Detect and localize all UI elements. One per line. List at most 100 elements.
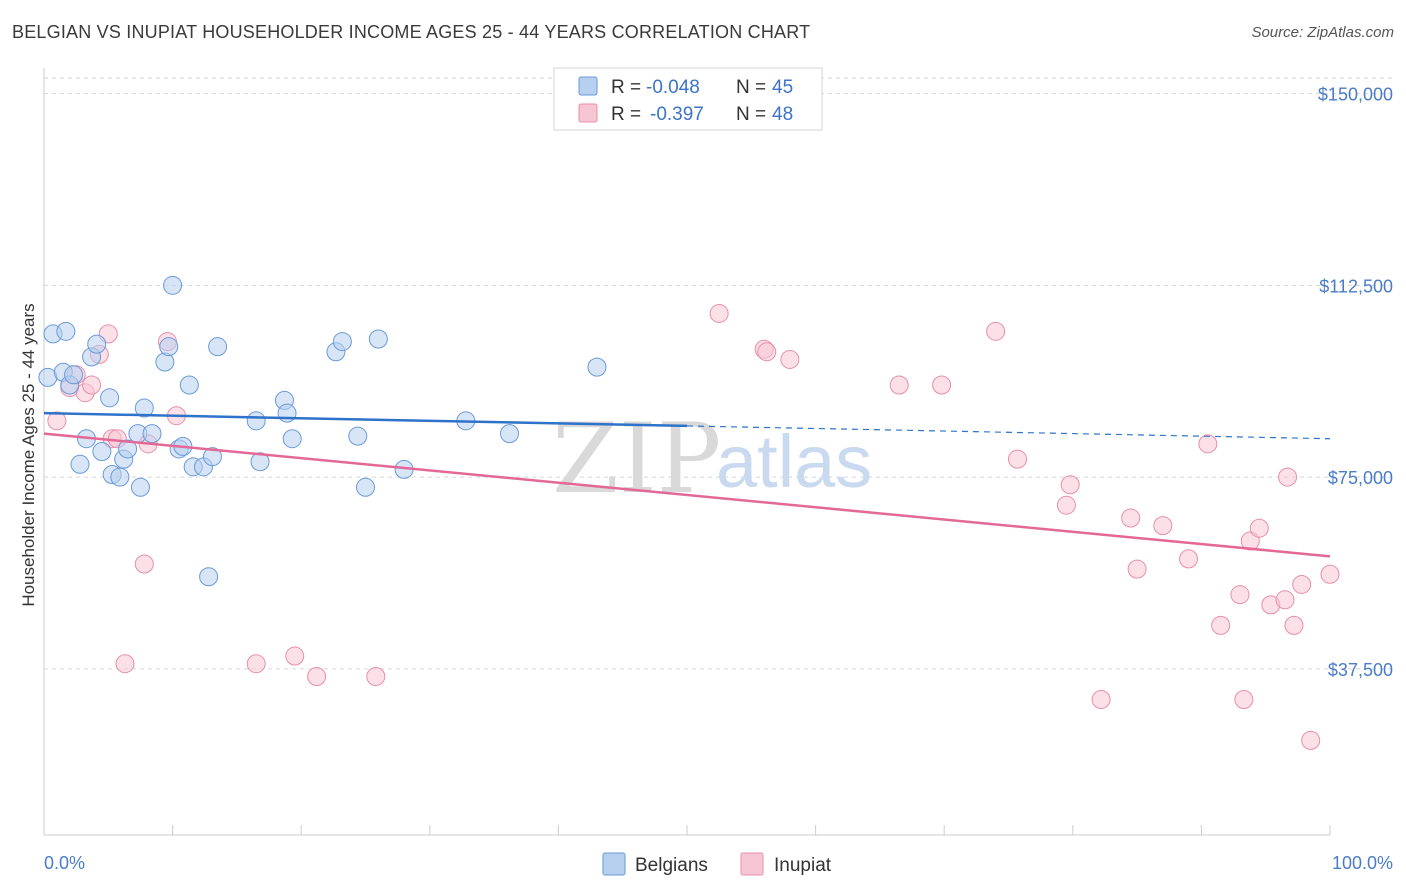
belgians-trend-line xyxy=(43,411,688,428)
inupiat-point xyxy=(757,342,777,362)
belgians-point xyxy=(87,334,107,354)
belgians-trend-extension xyxy=(686,425,1331,440)
correlation-legend: R = -0.048 N = 45 R = -0.397 N = 48 xyxy=(553,67,823,131)
belgians-point xyxy=(202,447,222,467)
legend-swatch-belgians xyxy=(578,76,598,96)
inupiat-point xyxy=(47,411,67,431)
bottom-legend-swatch-belgians xyxy=(602,852,626,876)
series-legend: Belgians Inupiat xyxy=(602,852,832,876)
inupiat-point xyxy=(986,321,1006,341)
legend-r-value-belgians: -0.048 xyxy=(646,77,700,98)
x-tick-label-max: 100.0% xyxy=(1332,853,1393,873)
y-tick-labels: $37,500 $75,000 $112,500 $150,000 xyxy=(1318,85,1393,680)
y-tick-label: $75,000 xyxy=(1328,468,1393,488)
inupiat-point xyxy=(1179,549,1199,569)
inupiat-point xyxy=(307,666,327,686)
y-tick-label: $150,000 xyxy=(1318,85,1393,105)
inupiat-point xyxy=(780,349,800,369)
inupiat-point xyxy=(1008,449,1028,469)
y-tick-label: $112,500 xyxy=(1319,276,1393,296)
legend-r-label-belgians: R = xyxy=(611,77,641,98)
bottom-legend-label-inupiat: Inupiat xyxy=(774,855,832,876)
legend-r-label-inupiat: R = xyxy=(611,104,641,125)
inupiat-point xyxy=(246,654,266,674)
belgians-point xyxy=(246,411,266,431)
inupiat-point xyxy=(1153,516,1173,536)
inupiat-point xyxy=(134,554,154,574)
y-axis-label: Householder Income Ages 25 - 44 years xyxy=(19,303,38,606)
watermark: ZIP atlas xyxy=(552,403,872,515)
belgians-point xyxy=(587,357,607,377)
belgians-point xyxy=(64,365,84,385)
belgians-point xyxy=(199,567,219,587)
inupiat-point xyxy=(1060,475,1080,495)
belgians-point xyxy=(277,403,297,423)
belgians-point xyxy=(179,375,199,395)
belgians-point xyxy=(118,439,138,459)
axes xyxy=(43,68,1331,836)
inupiat-point xyxy=(1320,564,1340,584)
belgians-point xyxy=(130,477,150,497)
inupiat-point xyxy=(889,375,909,395)
watermark-atlas: atlas xyxy=(716,420,872,503)
legend-r-value-inupiat: -0.397 xyxy=(650,104,704,125)
belgians-point xyxy=(282,429,302,449)
chart-title: BELGIAN VS INUPIAT HOUSEHOLDER INCOME AG… xyxy=(12,22,811,42)
inupiat-point xyxy=(1301,730,1321,750)
inupiat-point xyxy=(1278,467,1298,487)
bottom-legend-label-belgians: Belgians xyxy=(635,855,708,876)
watermark-zip: ZIP xyxy=(552,403,721,515)
belgians-point xyxy=(163,275,183,295)
legend-swatch-inupiat xyxy=(578,103,598,123)
inupiat-trend-line xyxy=(43,432,1331,558)
inupiat-point xyxy=(1056,495,1076,515)
belgians-point xyxy=(208,337,228,357)
inupiat-point xyxy=(932,375,952,395)
inupiat-point xyxy=(285,646,305,666)
inupiat-point xyxy=(1230,585,1250,605)
belgians-point xyxy=(250,452,270,472)
inupiat-point xyxy=(1121,508,1141,528)
source-label: Source: ZipAtlas.com xyxy=(1251,24,1394,41)
bottom-legend-swatch-inupiat xyxy=(740,852,764,876)
inupiat-point xyxy=(1127,559,1147,579)
belgians-point xyxy=(56,321,76,341)
trend-lines xyxy=(43,411,1331,558)
x-tick-labels: 0.0% 100.0% xyxy=(44,853,1393,873)
belgians-point xyxy=(500,424,520,444)
belgians-point xyxy=(92,442,112,461)
belgians-points xyxy=(38,275,607,587)
gridlines xyxy=(44,77,1393,670)
inupiat-point xyxy=(115,654,135,674)
inupiat-point xyxy=(1211,615,1231,635)
belgians-point xyxy=(100,388,120,408)
inupiat-point xyxy=(1198,434,1218,454)
inupiat-points xyxy=(47,303,1340,750)
belgians-point xyxy=(70,454,90,474)
belgians-point xyxy=(356,477,375,497)
belgians-point xyxy=(332,332,352,352)
belgians-point xyxy=(348,426,368,446)
legend-n-value-inupiat: 48 xyxy=(772,104,793,125)
inupiat-point xyxy=(366,666,386,686)
inupiat-point xyxy=(1292,574,1312,594)
belgians-point xyxy=(134,398,154,418)
legend-n-label-inupiat: N = xyxy=(736,104,766,125)
legend-n-label-belgians: N = xyxy=(736,77,766,98)
inupiat-point xyxy=(1275,590,1295,610)
belgians-point xyxy=(159,337,179,357)
belgians-point xyxy=(142,424,162,444)
legend-box xyxy=(553,67,823,131)
belgians-point xyxy=(110,467,130,487)
y-tick-label: $37,500 xyxy=(1328,660,1393,680)
x-tick-label-min: 0.0% xyxy=(44,853,85,873)
inupiat-point xyxy=(709,303,729,323)
inupiat-point xyxy=(1234,689,1254,709)
inupiat-point xyxy=(1249,518,1269,538)
inupiat-point xyxy=(82,375,102,395)
inupiat-point xyxy=(1284,615,1304,635)
belgians-point xyxy=(368,329,388,349)
inupiat-point xyxy=(1091,689,1111,709)
legend-n-value-belgians: 45 xyxy=(772,77,793,98)
